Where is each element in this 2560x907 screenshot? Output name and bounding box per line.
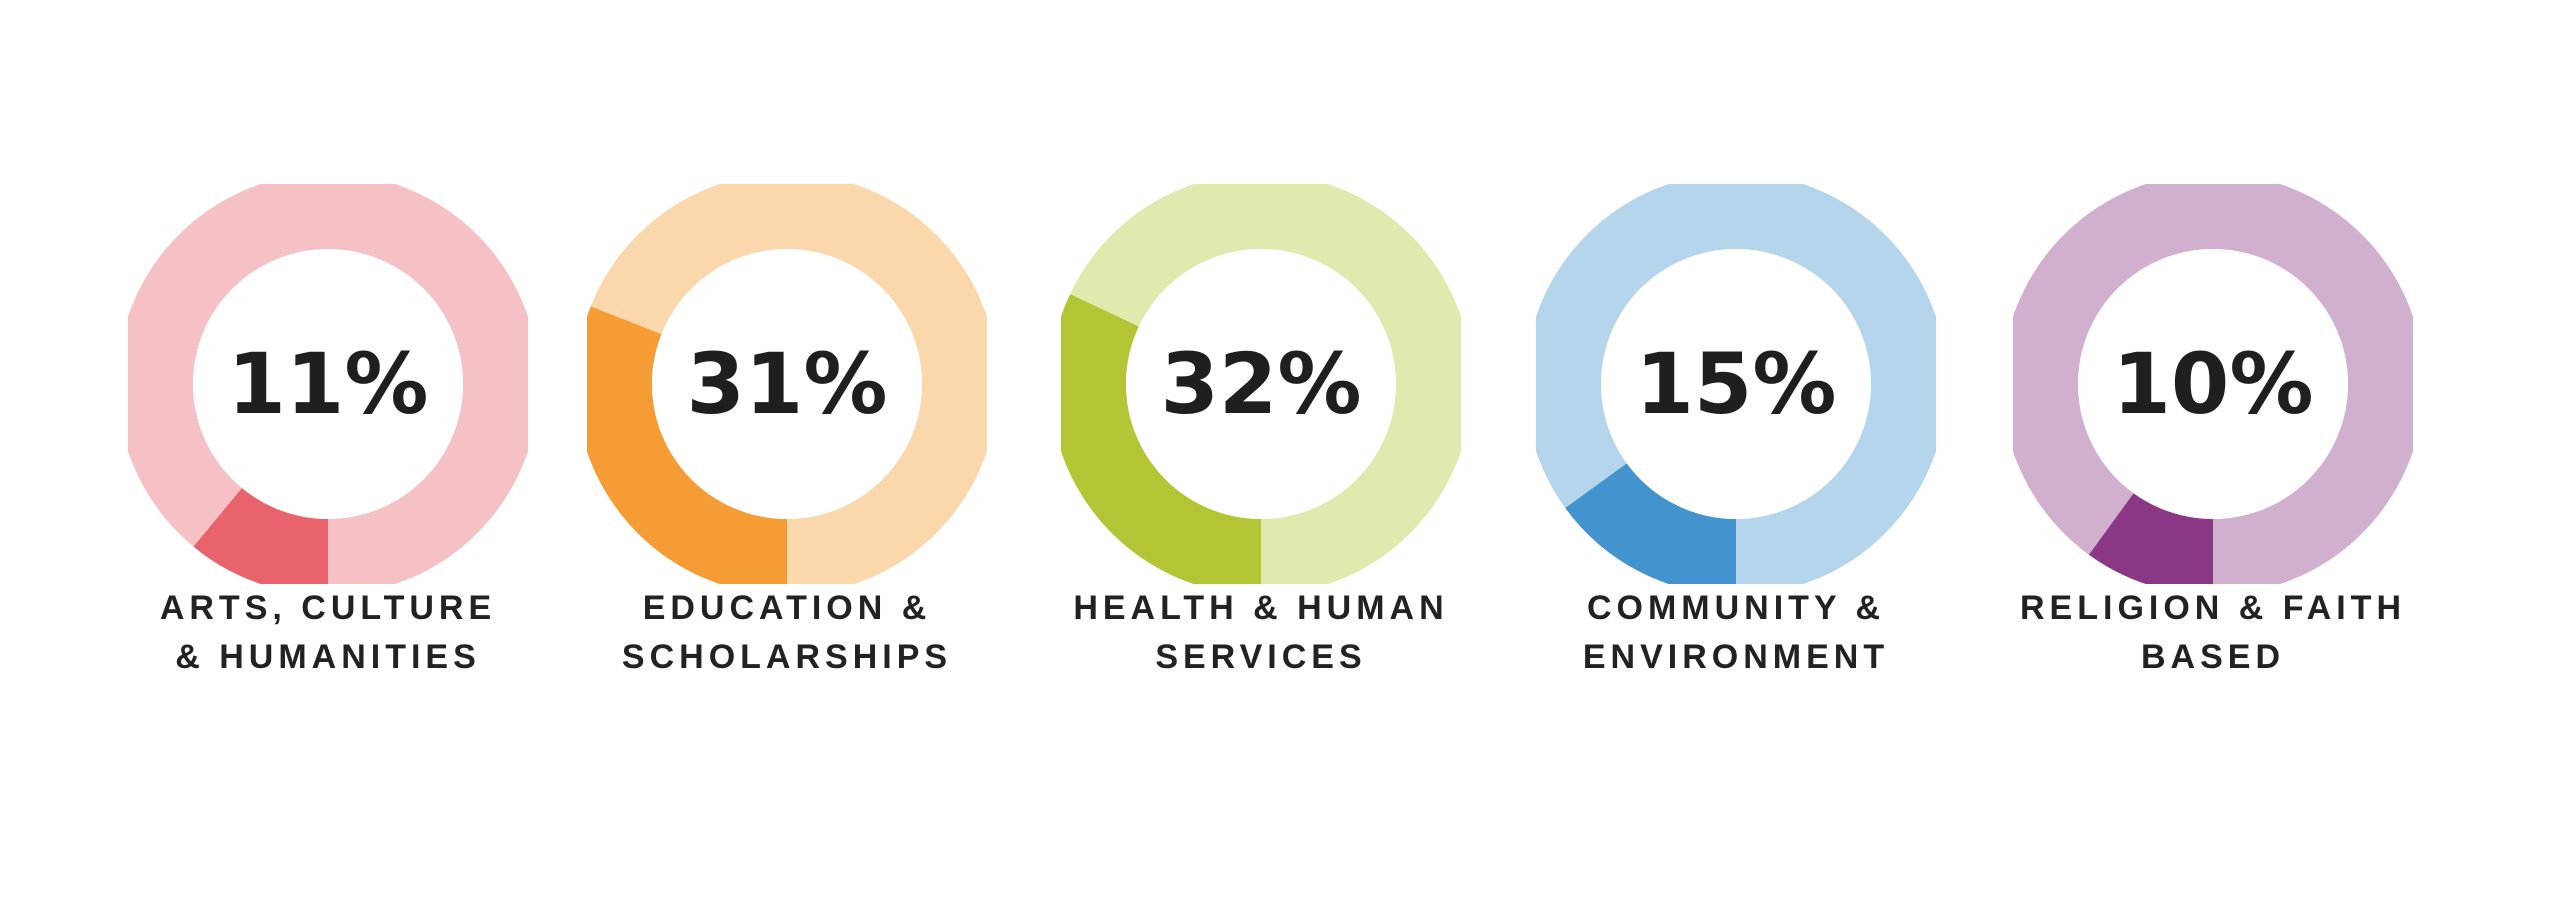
donut-hole-arts — [193, 249, 463, 519]
donut-slice-health — [1061, 294, 1262, 584]
donut-svg-arts: 11% — [128, 184, 528, 584]
donut-slice-arts — [193, 487, 330, 584]
category-label-arts: ARTS, CULTURE & HUMANITIES — [128, 584, 528, 682]
donut-chart-religion: 10% RELIGION & FAITH BASED — [2013, 184, 2413, 784]
value-label-religion: 10% — [2112, 335, 2313, 433]
donut-svg-community: 15% — [1536, 184, 1936, 584]
category-label-line: RELIGION & FAITH — [2020, 589, 2406, 627]
donut-hole-community — [1601, 249, 1871, 519]
donut-chart-health: 32% HEALTH & HUMAN SERVICES — [1061, 184, 1461, 784]
value-label-education: 31% — [686, 335, 887, 433]
category-label-line: & HUMANITIES — [175, 638, 481, 676]
donut-svg-health: 32% — [1061, 184, 1461, 584]
category-label-line: SERVICES — [1155, 638, 1367, 676]
category-label-health: HEALTH & HUMAN SERVICES — [1061, 584, 1461, 682]
category-label-community: COMMUNITY & ENVIRONMENT — [1536, 584, 1936, 682]
value-label-health: 32% — [1160, 335, 1361, 433]
donut-hole-religion — [2078, 249, 2348, 519]
donut-svg-education: 31% — [587, 184, 987, 584]
donut-slice-religion — [2088, 492, 2215, 584]
donut-hole-health — [1126, 249, 1396, 519]
category-label-line: ENVIRONMENT — [1582, 638, 1890, 676]
donut-slice-community — [1565, 462, 1738, 584]
category-label-religion: RELIGION & FAITH BASED — [2013, 584, 2413, 682]
value-label-community: 15% — [1635, 335, 1836, 433]
donut-svg-religion: 10% — [2013, 184, 2413, 584]
donut-chart-community: 15% COMMUNITY & ENVIRONMENT — [1536, 184, 1936, 784]
donut-chart-education: 31% EDUCATION & SCHOLARSHIPS — [587, 184, 987, 784]
donut-slice-education — [587, 306, 788, 584]
category-label-line: BASED — [2140, 638, 2286, 676]
donut-chart-arts: 11% ARTS, CULTURE & HUMANITIES — [128, 184, 528, 784]
category-label-line: ARTS, CULTURE — [159, 589, 497, 627]
category-label-line: SCHOLARSHIPS — [621, 638, 953, 676]
category-label-education: EDUCATION & SCHOLARSHIPS — [587, 584, 987, 682]
category-label-line: HEALTH & HUMAN — [1073, 589, 1449, 627]
category-label-line: COMMUNITY & — [1586, 589, 1886, 627]
donut-hole-education — [652, 249, 922, 519]
value-label-arts: 11% — [227, 335, 428, 433]
category-label-line: EDUCATION & — [642, 589, 932, 627]
